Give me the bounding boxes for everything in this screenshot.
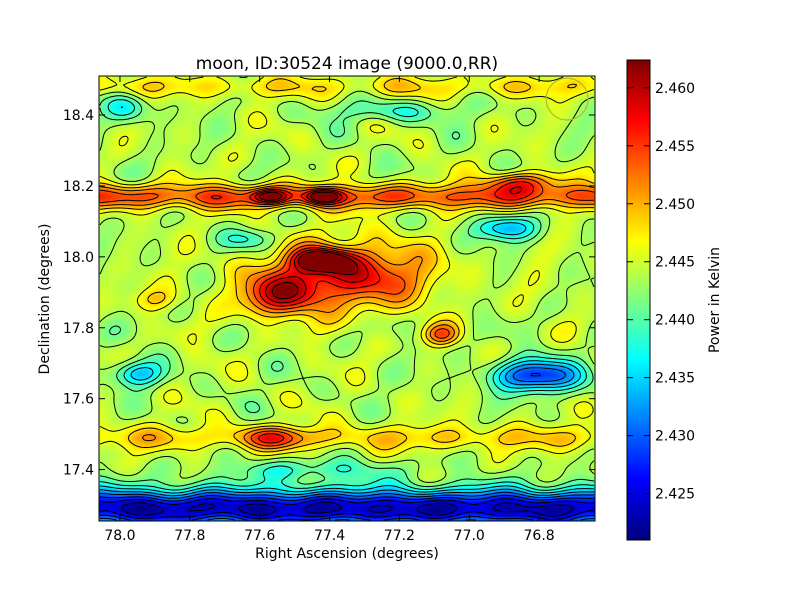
x-tick-label: 77.0 [454,528,485,544]
contour-lines [99,76,595,521]
y-tick-label: 18.0 [63,250,94,266]
contour-level-10 [99,78,595,453]
colorbar: 2.425 2.430 2.435 2.440 2.445 2.450 2.455 2.460… [626,59,723,541]
beam-marker [545,77,589,121]
y-axis-ticks: 17.4 17.6 17.8 18.0 18.2 18.4 [63,108,595,479]
x-tick-label: 77.6 [244,528,275,544]
colorbar-tick-label: 2.425 [655,487,695,503]
contour-level-11 [99,175,595,450]
contour-level-4 [99,363,594,497]
y-tick-label: 17.6 [63,392,94,408]
y-tick-label: 18.4 [63,108,94,124]
contour-level-3 [99,367,595,521]
contour-level-9 [99,76,595,464]
colorbar-tick-label: 2.430 [655,429,695,445]
x-tick-label: 78.0 [104,528,135,544]
x-tick-label: 77.2 [384,528,415,544]
x-tick-label: 77.4 [314,528,345,544]
colorbar-frame [626,59,651,541]
contour-level-7 [99,95,595,488]
contour-level-2 [99,372,595,521]
chart-title: moon, ID:30524 image (9000.0,RR) [196,54,498,74]
contour-level-14 [254,186,523,304]
y-tick-label: 17.4 [63,463,94,479]
plot-frame [98,75,596,522]
contour-level-8 [99,76,595,483]
y-tick-label: 18.2 [63,179,94,195]
y-axis-label: Declination (degrees) [37,224,53,375]
contour-level-5 [99,106,595,494]
x-tick-label: 76.8 [524,528,555,544]
colorbar-tick-label: 2.455 [655,139,695,155]
colorbar-ticks: 2.425 2.430 2.435 2.440 2.445 2.450 2.455 2.460 [627,81,695,503]
x-tick-label: 77.8 [174,528,205,544]
colorbar-tick-label: 2.440 [655,313,695,329]
colorbar-tick-label: 2.435 [655,371,695,387]
colorbar-tick-label: 2.450 [655,197,695,213]
x-axis-label: Right Ascension (degrees) [255,546,439,562]
colorbar-tick-label: 2.445 [655,255,695,271]
x-axis-ticks: 78.0 77.8 77.6 77.4 77.2 77.0 76.8 [104,76,555,544]
contour-level-0 [121,501,574,517]
y-tick-label: 17.8 [63,321,94,337]
contour-level-13 [210,181,534,444]
contour-level-15 [258,191,359,300]
heatmap-area [99,76,595,521]
contour-level-1 [99,498,595,521]
contour-level-6 [99,99,595,491]
colorbar-gradient [627,60,650,540]
colorbar-tick-label: 2.460 [655,81,695,97]
heatmap-image [99,76,595,521]
contour-level-12 [99,178,595,447]
colorbar-label: Power in Kelvin [707,247,723,353]
